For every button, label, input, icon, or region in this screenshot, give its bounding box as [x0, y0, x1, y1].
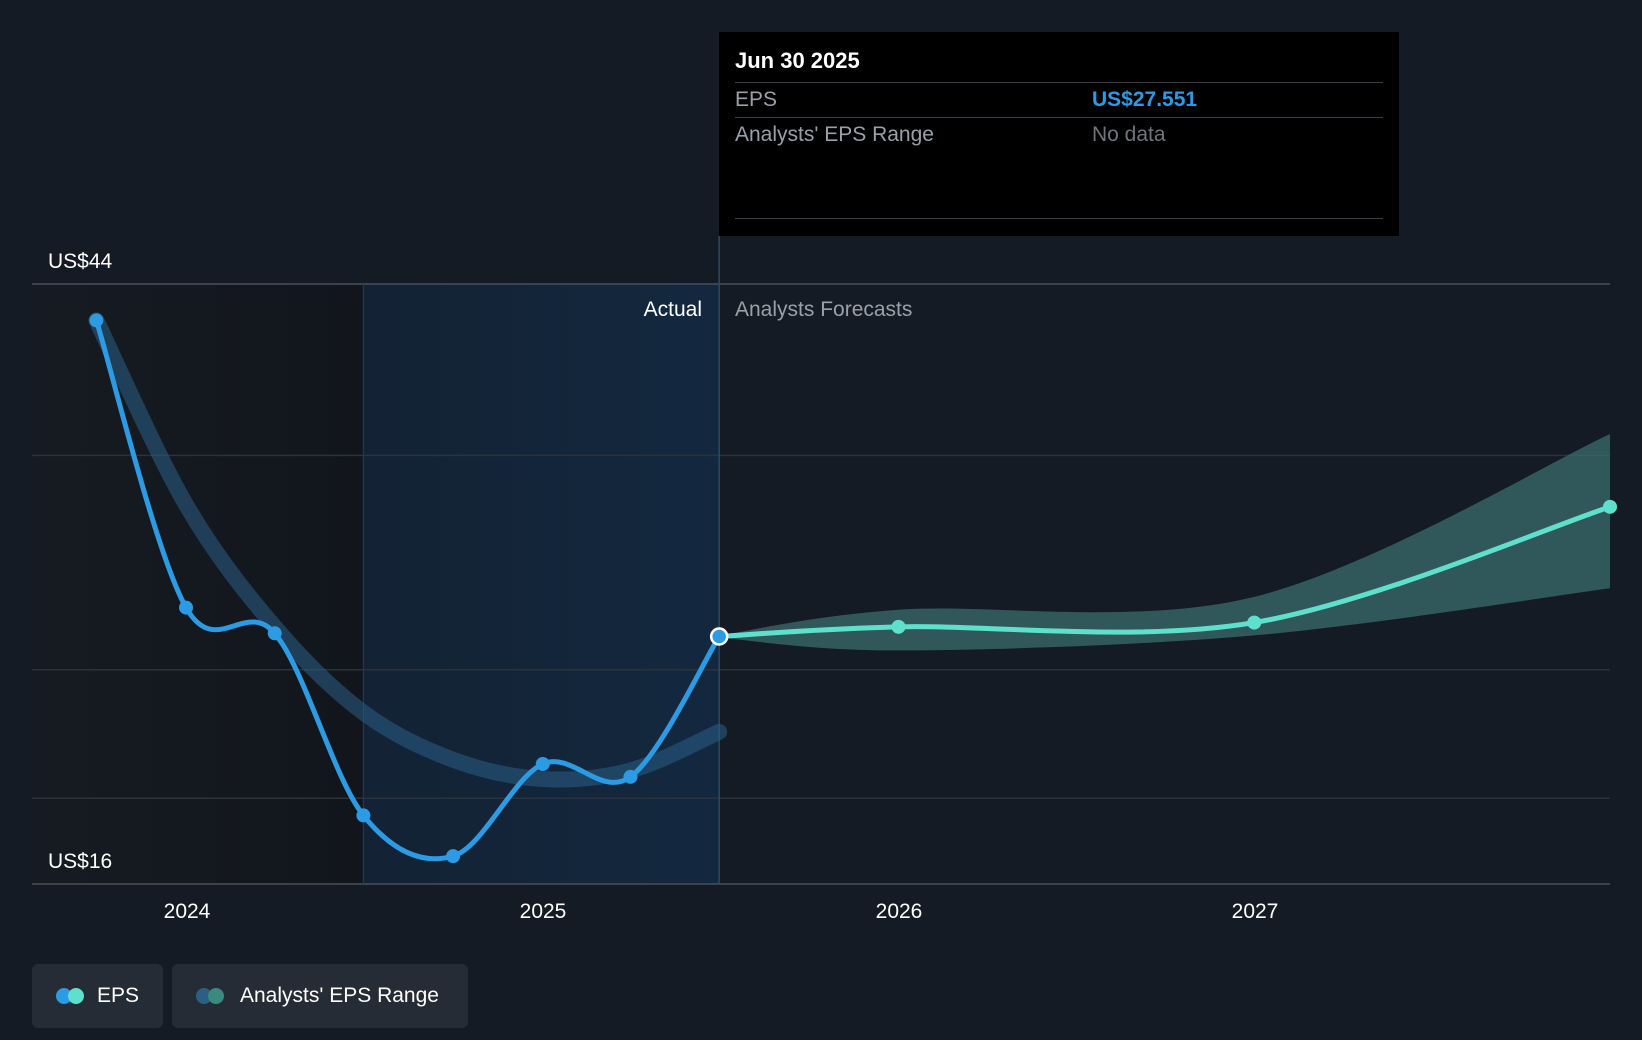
eps-point[interactable] — [179, 600, 194, 615]
eps-point[interactable] — [446, 849, 461, 864]
x-tick-label-2026: 2026 — [876, 900, 923, 923]
eps-point[interactable] — [267, 626, 282, 641]
eps-actual-line — [93, 317, 722, 862]
points-layer[interactable] — [89, 313, 1618, 864]
x-tick-label-2027: 2027 — [1232, 900, 1279, 923]
tooltip-divider — [735, 218, 1383, 219]
eps-current-point[interactable] — [709, 627, 729, 646]
eps-point[interactable] — [89, 313, 104, 328]
legend-eps-button[interactable]: EPS — [32, 964, 163, 1028]
x-tick-label-2024: 2024 — [164, 900, 211, 923]
tooltip-date: Jun 30 2025 — [735, 48, 1383, 83]
tooltip-eps-value: US$27.551 — [1092, 88, 1198, 111]
past-period-shade — [32, 284, 364, 884]
forecast-region-label: Analysts Forecasts — [735, 298, 912, 321]
eps-point[interactable] — [623, 769, 638, 784]
forecast-range-band — [719, 434, 1611, 651]
y-axis-top-label: US$44 — [48, 250, 113, 273]
tooltip-row-eps: EPS US$27.551 — [735, 83, 1383, 118]
tooltip-range-value: No data — [1092, 123, 1166, 146]
eps-forecast-line — [716, 504, 1613, 639]
y-axis-bottom-label: US$16 — [48, 850, 112, 873]
x-tick-label-2025: 2025 — [520, 900, 567, 923]
eps-legend-icon — [56, 988, 84, 1004]
tooltip-eps-label: EPS — [735, 88, 778, 111]
eps-forecast-point[interactable] — [891, 619, 906, 634]
grid-lines — [32, 236, 1610, 885]
range-layer — [88, 312, 1611, 788]
series-layer — [93, 317, 1613, 862]
last-year-highlight — [363, 284, 720, 884]
labels-layer: US$44 US$16 Actual Analysts Forecasts 20… — [48, 250, 1278, 923]
legend-range-label: Analysts' EPS Range — [240, 984, 439, 1007]
legend-eps-label: EPS — [96, 984, 139, 1007]
legend-range-button[interactable]: Analysts' EPS Range — [172, 964, 468, 1028]
eps-forecast-point[interactable] — [1603, 499, 1618, 514]
eps-forecast-point[interactable] — [1247, 615, 1262, 630]
past-range-band — [88, 312, 728, 788]
range-legend-icon — [196, 988, 226, 1004]
tooltip-row-range: Analysts' EPS Range No data — [735, 118, 1383, 152]
chart-background — [32, 284, 720, 884]
hover-tooltip: Jun 30 2025 EPS US$27.551 Analysts' EPS … — [719, 32, 1399, 236]
tooltip-range-label: Analysts' EPS Range — [735, 123, 934, 146]
eps-point[interactable] — [356, 808, 371, 823]
actual-region-label: Actual — [644, 298, 702, 321]
eps-point[interactable] — [535, 757, 550, 771]
